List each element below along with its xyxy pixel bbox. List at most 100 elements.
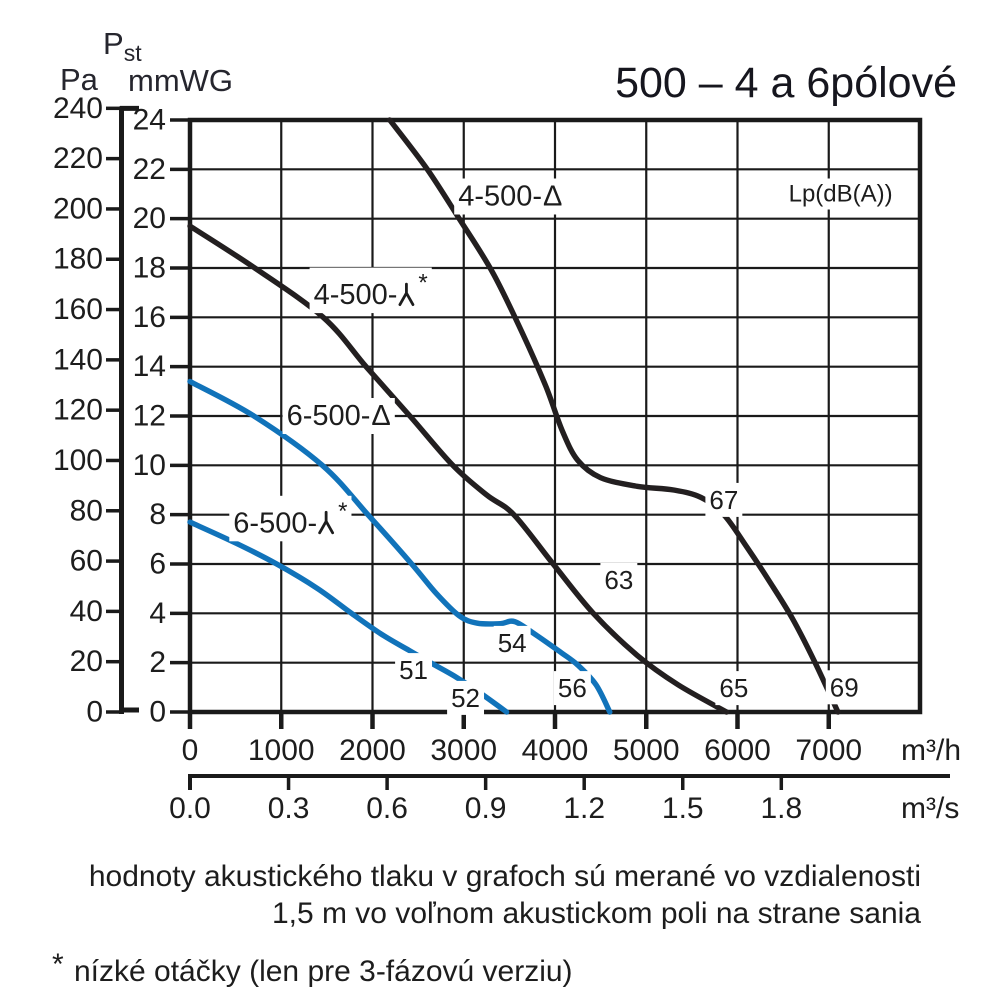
curve-label-6-500-wye: 6-500- * <box>229 495 352 542</box>
noise-level-label-63: 63 <box>600 563 638 597</box>
noise-level-label-54-backdrop <box>493 625 531 660</box>
curves <box>187 117 841 715</box>
mmwg-tick-label-4: 4 <box>149 597 166 630</box>
curve-label-6-500-delta-backdrop <box>282 398 395 434</box>
legend-note-backdrop <box>784 178 897 210</box>
pa-tick-label-60: 60 <box>70 545 103 578</box>
noise-level-label-56: 56 <box>553 671 591 706</box>
m3h-tick-label-2000: 2000 <box>339 734 406 767</box>
pa-tick-label-40: 40 <box>70 595 103 628</box>
pa-tick-label-120: 120 <box>53 394 103 427</box>
noise-level-label-54: 54 <box>493 625 531 660</box>
pressure-symbol: P <box>103 26 124 61</box>
mmwg-tick-label-8: 8 <box>149 498 166 531</box>
wye-symbol-icon <box>318 510 335 535</box>
pressure-symbol-label: Pst <box>103 26 142 66</box>
curve-6-500-delta <box>187 378 613 715</box>
noise-level-label-69-text: 69 <box>830 672 859 702</box>
noise-level-label-63-text: 63 <box>604 565 633 595</box>
pa-tick-label-100: 100 <box>53 444 103 477</box>
m3h-tick-label-5000: 5000 <box>613 734 680 767</box>
mmwg-tick-label-12: 12 <box>133 400 166 433</box>
curve-label-6-500-wye-backdrop <box>229 495 352 542</box>
mmwg-tick-label-6: 6 <box>149 548 166 581</box>
curve-label-6-500-delta: 6-500- Δ <box>282 398 395 434</box>
legend-note: Lp(dB(A)) <box>784 178 897 210</box>
pa-tick-label-160: 160 <box>53 293 103 326</box>
m3h-tick-label-4000: 4000 <box>522 734 589 767</box>
pa-tick-label-180: 180 <box>53 243 103 276</box>
m3s-tick-label-1.2: 1.2 <box>563 792 605 825</box>
curve-label-4-500-delta-text: 4-500- <box>458 181 542 213</box>
m3s-tick-label-0.3: 0.3 <box>268 792 310 825</box>
chart-body: 2422201816141210864202402202001801601401… <box>53 92 950 825</box>
noise-level-label-67: 67 <box>705 482 743 517</box>
mmwg-tick-label-2: 2 <box>149 646 166 679</box>
noise-level-label-56-backdrop <box>553 671 591 706</box>
noise-level-label-67-backdrop <box>705 482 743 517</box>
mmwg-tick-label-16: 16 <box>133 301 166 334</box>
curve-label-6-500-wye-text: 6-500- <box>233 507 317 539</box>
wye-symbol-icon <box>398 282 415 307</box>
m3s-unit-label: m³/s <box>901 792 959 825</box>
mmwg-tick-label-14: 14 <box>133 350 166 383</box>
pressure-symbol-sub: st <box>124 40 143 66</box>
noise-level-label-52-backdrop <box>447 680 485 715</box>
noise-level-label-52-text: 52 <box>451 683 480 713</box>
m3h-tick-label-0: 0 <box>182 734 199 767</box>
curve-6-500-wye <box>187 519 510 715</box>
curve-label-6-500-delta-text: 6-500- <box>287 400 371 432</box>
delta-symbol: Δ <box>543 181 562 213</box>
mmwg-tick-label-10: 10 <box>133 449 166 482</box>
noise-level-label-69-backdrop <box>825 670 863 705</box>
measurement-note-line1: hodnoty akustického tlaku v grafoch sú m… <box>89 860 921 893</box>
m3h-tick-label-3000: 3000 <box>430 734 497 767</box>
pa-tick-label-140: 140 <box>53 343 103 376</box>
pa-tick-label-20: 20 <box>70 645 103 678</box>
footnote-star: * <box>52 948 64 981</box>
measurement-note-line2: 1,5 m vo voľnom akustickom poli na stran… <box>272 897 921 930</box>
star-superscript: * <box>338 498 347 525</box>
noise-level-label-51: 51 <box>395 653 433 688</box>
mmwg-tick-label-18: 18 <box>133 252 166 285</box>
pa-tick-label-80: 80 <box>70 494 103 527</box>
delta-symbol: Δ <box>371 400 390 432</box>
m3s-tick-label-1.5: 1.5 <box>662 792 704 825</box>
curve-label-4-500-wye: 4-500- * <box>309 267 432 314</box>
noise-level-label-65: 65 <box>715 671 753 706</box>
mmwg-tick-label-20: 20 <box>133 202 166 235</box>
m3s-tick-label-1.8: 1.8 <box>760 792 802 825</box>
m3s-tick-label-0.0: 0.0 <box>169 792 211 825</box>
noise-level-label-65-text: 65 <box>719 673 748 703</box>
footnote-text: nízké otáčky (len pre 3-fázovú verziu) <box>74 955 573 988</box>
page-title: 500 – 4 a 6pólové <box>615 59 957 107</box>
noise-level-label-63-backdrop <box>600 563 638 597</box>
noise-level-label-54-text: 54 <box>498 628 527 658</box>
noise-level-label-51-text: 51 <box>399 655 428 685</box>
m3s-axis: 0.0 0.3 0.6 0.9 1.2 1.5 1.8 <box>169 774 950 825</box>
curve-label-4-500-wye-backdrop <box>309 267 432 314</box>
gridlines <box>187 117 923 715</box>
curve-label-4-500-wye-text: 4-500- <box>314 279 398 311</box>
pa-tick-label-200: 200 <box>53 192 103 225</box>
chart-labels: 4-500- Δ4-500- *6-500- Δ6-500- *515254566365… <box>229 178 897 715</box>
m3s-tick-label-0.6: 0.6 <box>366 792 408 825</box>
pa-axis-unit-label: Pa <box>60 62 99 97</box>
mmwg-axis-unit-label: mmWG <box>128 63 233 98</box>
star-superscript: * <box>418 270 427 297</box>
m3h-axis: 0 1000 2000 3000 4000 5000 6000 7000 <box>182 712 862 767</box>
m3h-tick-label-1000: 1000 <box>248 734 315 767</box>
noise-level-label-52: 52 <box>447 680 485 715</box>
noise-level-label-51-backdrop <box>395 653 433 688</box>
curve-label-4-500-delta: 4-500- Δ <box>454 178 567 215</box>
noise-level-label-65-backdrop <box>715 671 753 706</box>
m3h-unit-label: m³/h <box>901 734 961 767</box>
pa-tick-label-0: 0 <box>86 696 103 729</box>
legend-note-text: Lp(dB(A)) <box>789 181 893 208</box>
m3s-tick-label-0.9: 0.9 <box>465 792 507 825</box>
curve-4-500-delta <box>387 117 841 715</box>
